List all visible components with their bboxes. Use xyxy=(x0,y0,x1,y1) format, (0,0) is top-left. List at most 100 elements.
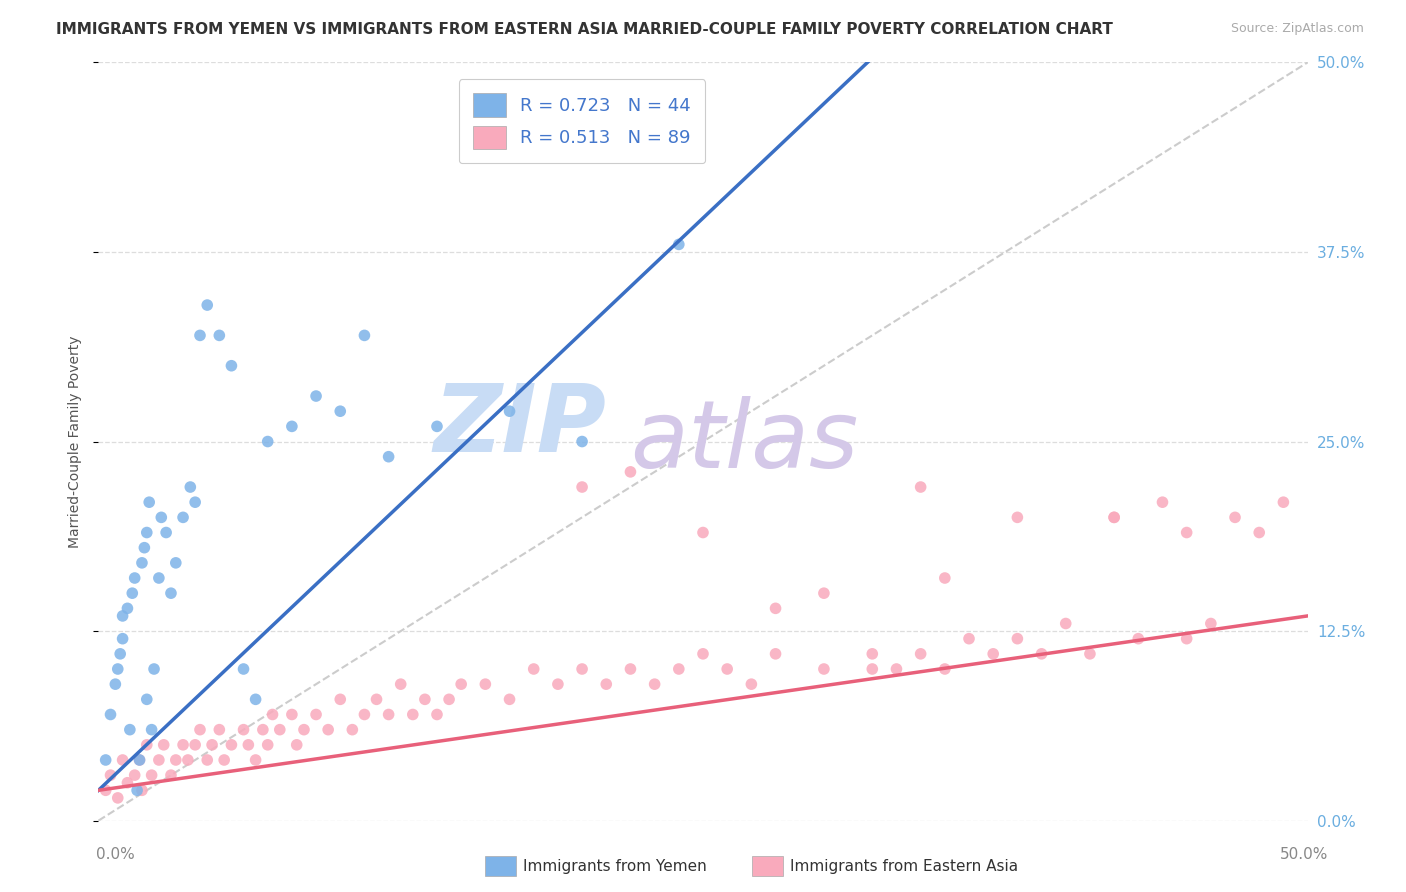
Point xyxy=(128,753,150,767)
Point xyxy=(117,776,139,790)
Point xyxy=(108,647,131,661)
Point xyxy=(232,662,254,676)
Point xyxy=(813,586,835,600)
Point xyxy=(426,419,449,434)
Point xyxy=(1007,510,1029,524)
Text: Immigrants from Eastern Asia: Immigrants from Eastern Asia xyxy=(790,859,1018,873)
Point xyxy=(668,662,690,676)
Point xyxy=(450,677,472,691)
Point xyxy=(148,571,170,585)
Point xyxy=(256,434,278,449)
Text: Source: ZipAtlas.com: Source: ZipAtlas.com xyxy=(1230,22,1364,36)
Text: 0.0%: 0.0% xyxy=(96,847,135,862)
Point xyxy=(201,738,224,752)
Point xyxy=(547,677,569,691)
Point xyxy=(316,723,339,737)
Point xyxy=(262,707,284,722)
Point xyxy=(150,510,173,524)
Point xyxy=(1223,510,1246,524)
Point xyxy=(886,662,908,676)
Text: atlas: atlas xyxy=(630,396,859,487)
Point xyxy=(165,556,187,570)
Point xyxy=(127,783,149,797)
Point xyxy=(377,707,399,722)
Point xyxy=(177,753,200,767)
Point xyxy=(141,723,163,737)
Point xyxy=(377,450,399,464)
Point xyxy=(329,692,352,706)
Point xyxy=(131,783,153,797)
Point xyxy=(111,608,134,623)
Point xyxy=(353,707,375,722)
Point xyxy=(1175,632,1198,646)
Point xyxy=(195,298,218,312)
Point xyxy=(1152,495,1174,509)
Point xyxy=(740,677,762,691)
Point xyxy=(252,723,274,737)
Point xyxy=(366,692,388,706)
Point xyxy=(160,768,183,782)
Text: 50.0%: 50.0% xyxy=(1281,847,1329,862)
Point xyxy=(245,692,267,706)
Point xyxy=(934,662,956,676)
Point xyxy=(595,677,617,691)
Point xyxy=(165,753,187,767)
Point xyxy=(981,647,1004,661)
Point xyxy=(111,632,134,646)
Point xyxy=(208,328,231,343)
Point xyxy=(716,662,738,676)
Point xyxy=(124,768,146,782)
Point xyxy=(124,571,146,585)
Point xyxy=(668,237,690,252)
Point xyxy=(188,328,211,343)
Point xyxy=(571,480,593,494)
Point xyxy=(426,707,449,722)
Point xyxy=(184,738,207,752)
Point xyxy=(765,601,787,615)
Point xyxy=(188,723,211,737)
Point xyxy=(474,677,496,691)
Point xyxy=(1054,616,1077,631)
Point xyxy=(389,677,412,691)
Point xyxy=(281,707,304,722)
Point xyxy=(305,389,328,403)
Point xyxy=(121,586,143,600)
Point xyxy=(692,525,714,540)
Point xyxy=(910,480,932,494)
Point xyxy=(1175,525,1198,540)
Point xyxy=(765,647,787,661)
Point xyxy=(141,768,163,782)
Point xyxy=(353,328,375,343)
Point xyxy=(1102,510,1125,524)
Point xyxy=(1007,632,1029,646)
Point xyxy=(245,753,267,767)
Point xyxy=(285,738,308,752)
Point xyxy=(221,738,243,752)
Point xyxy=(498,692,520,706)
Point xyxy=(910,647,932,661)
Point xyxy=(195,753,218,767)
Point xyxy=(111,753,134,767)
Point xyxy=(1128,632,1150,646)
Text: ZIP: ZIP xyxy=(433,380,606,473)
Point xyxy=(571,662,593,676)
Point xyxy=(281,419,304,434)
Point xyxy=(160,586,183,600)
Point xyxy=(1102,510,1125,524)
Point xyxy=(100,768,122,782)
Point xyxy=(135,738,157,752)
Point xyxy=(571,434,593,449)
Text: IMMIGRANTS FROM YEMEN VS IMMIGRANTS FROM EASTERN ASIA MARRIED-COUPLE FAMILY POVE: IMMIGRANTS FROM YEMEN VS IMMIGRANTS FROM… xyxy=(56,22,1114,37)
Point xyxy=(692,647,714,661)
Point xyxy=(148,753,170,767)
Point xyxy=(342,723,364,737)
Point xyxy=(221,359,243,373)
Point xyxy=(498,404,520,418)
Point xyxy=(134,541,156,555)
Point xyxy=(94,753,117,767)
Point xyxy=(152,738,174,752)
Point xyxy=(523,662,546,676)
Point xyxy=(437,692,460,706)
Point xyxy=(128,753,150,767)
Point xyxy=(1199,616,1222,631)
